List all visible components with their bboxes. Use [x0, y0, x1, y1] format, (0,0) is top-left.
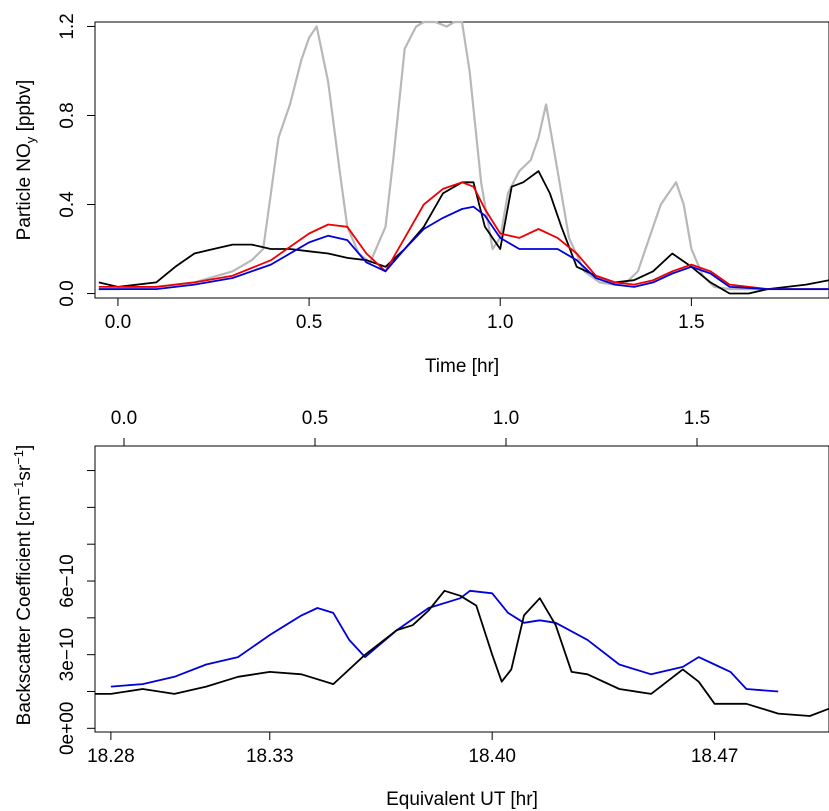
top-tick-label-3: 1.5	[684, 408, 710, 429]
top-plot: 0.0 0.5 1.0 1.5 0.0 0.4 0.8 1.2 Time [hr] Part…	[14, 13, 829, 377]
y-tick-label-0-1: 0.4	[57, 191, 78, 218]
y-tick-label-0-3: 1.2	[57, 13, 78, 39]
top-plot-y-ticks: 0.0 0.4 0.8 1.2	[57, 13, 95, 307]
bottom-plot: 18.28 18.33 18.40 18.47 0.0 0.5 1.0 1.5 0e+00 3…	[11, 408, 829, 810]
series-line-0-2	[98, 181, 829, 290]
x-tick-label-0-1: 0.5	[296, 312, 322, 333]
bottom-plot-series-group	[95, 589, 829, 717]
x-tick-label-1-0: 18.28	[87, 746, 135, 767]
top-tick-label-0: 0.0	[111, 408, 137, 429]
top-plot-y-axis-title: Particle NOy [ppbv]	[14, 80, 38, 241]
series-line-0-0	[98, 20, 829, 291]
series-line-0-3	[98, 205, 829, 290]
top-tick-label-2: 1.0	[493, 408, 519, 429]
series-line-0-1	[98, 170, 829, 295]
top-plot-x-axis-title: Time [hr]	[425, 356, 499, 377]
bottom-plot-y-axis-title-end: ]	[14, 445, 35, 450]
top-plot-y-axis-title-sub: y	[23, 136, 38, 143]
top-plot-frame	[94, 21, 829, 299]
series-line-1-1	[95, 589, 829, 717]
y-tick-label-0-2: 0.8	[57, 102, 78, 128]
bottom-plot-y-axis-title-mid: sr	[14, 464, 35, 481]
top-plot-series-group	[98, 20, 829, 295]
x-tick-label-1-1: 18.33	[246, 746, 294, 767]
y-tick-label-1-2: 3e−10	[57, 628, 78, 681]
bottom-plot-x-ticks: 18.28 18.33 18.40 18.47	[87, 732, 738, 767]
bottom-plot-y-axis-title-sup1: −1	[11, 481, 26, 496]
bottom-plot-x-axis-title: Equivalent UT [hr]	[386, 789, 538, 810]
x-tick-label-0-0: 0.0	[105, 312, 131, 333]
bottom-plot-frame	[94, 445, 829, 733]
bottom-plot-y-axis-title-sup2: −1	[11, 450, 26, 465]
top-plot-x-ticks: 0.0 0.5 1.0 1.5	[105, 298, 705, 333]
y-tick-label-1-4: 6e−10	[57, 554, 78, 607]
top-tick-label-1: 0.5	[302, 408, 328, 429]
series-line-1-0	[110, 589, 779, 693]
y-tick-label-1-0: 0e+00	[57, 702, 78, 755]
bottom-plot-y-ticks: 0e+00 3e−10 6e−10	[57, 470, 95, 755]
x-tick-label-0-2: 1.0	[487, 312, 513, 333]
x-tick-label-0-3: 1.5	[678, 312, 704, 333]
top-plot-y-axis-title-suffix: [ppbv]	[14, 80, 35, 137]
x-tick-label-1-2: 18.40	[468, 746, 516, 767]
top-plot-y-axis-title-main: Particle NO	[14, 143, 35, 240]
x-tick-label-1-3: 18.47	[691, 746, 739, 767]
bottom-plot-top-ticks: 0.0 0.5 1.0 1.5	[111, 408, 710, 446]
bottom-plot-y-axis-title: Backscatter Coefficient [cm−1sr−1]	[11, 445, 35, 726]
bottom-plot-y-axis-title-main: Backscatter Coefficient [cm	[14, 495, 35, 725]
y-tick-label-0-0: 0.0	[57, 280, 78, 306]
